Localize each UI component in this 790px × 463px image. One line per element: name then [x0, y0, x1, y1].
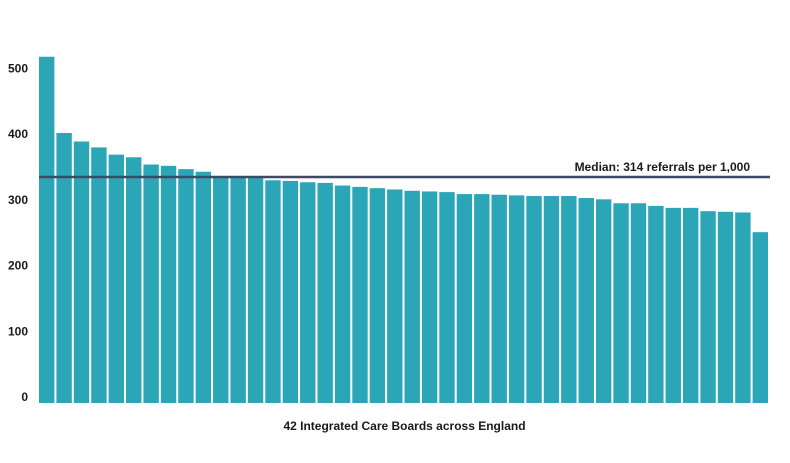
y-tick-label: 200: [8, 259, 28, 273]
bar: [456, 194, 473, 403]
bar: [735, 212, 751, 403]
bar: [334, 185, 351, 403]
bar: [595, 199, 612, 403]
bar: [682, 207, 699, 403]
bar: [508, 195, 525, 403]
bar: [439, 192, 455, 403]
bar: [491, 194, 507, 403]
y-tick-label: 0: [21, 390, 28, 404]
bar: [526, 196, 542, 403]
bar: [265, 180, 281, 403]
bar: [352, 186, 368, 403]
y-tick-label: 400: [8, 127, 28, 141]
y-tick-label: 500: [8, 62, 28, 76]
bar: [73, 141, 90, 403]
bar: [387, 189, 403, 403]
bar: [247, 177, 264, 403]
bar: [230, 177, 246, 403]
bar: [665, 207, 681, 403]
bar: [630, 203, 647, 403]
bar: [421, 191, 438, 403]
bar: [543, 196, 560, 403]
bar: [700, 211, 716, 403]
bar: [126, 157, 142, 403]
bar: [56, 132, 72, 403]
bar: [91, 147, 107, 403]
bar: [195, 171, 212, 403]
bar: [160, 165, 177, 403]
y-tick-label: 100: [8, 324, 28, 338]
bar: [282, 180, 299, 403]
x-axis-title: 42 Integrated Care Boards across England: [283, 419, 525, 433]
bar: [369, 188, 386, 403]
bar: [317, 182, 333, 403]
bars: [39, 56, 768, 403]
bar: [613, 203, 629, 403]
bar: [143, 164, 159, 403]
median-label: Median: 314 referrals per 1,000: [575, 160, 751, 174]
bar: [300, 182, 316, 403]
bar: [717, 211, 734, 403]
bar: [404, 190, 420, 403]
y-tick-label: 300: [8, 193, 28, 207]
bar: [213, 176, 229, 403]
bar: [752, 232, 768, 403]
y-axis: 0 100 200 300 400 500: [8, 62, 28, 405]
bar: [648, 205, 664, 403]
bar: [561, 196, 577, 403]
bar: [578, 198, 594, 403]
bar: [108, 154, 125, 403]
bar: [39, 56, 55, 403]
bar: [474, 194, 490, 403]
bar: [178, 169, 194, 403]
